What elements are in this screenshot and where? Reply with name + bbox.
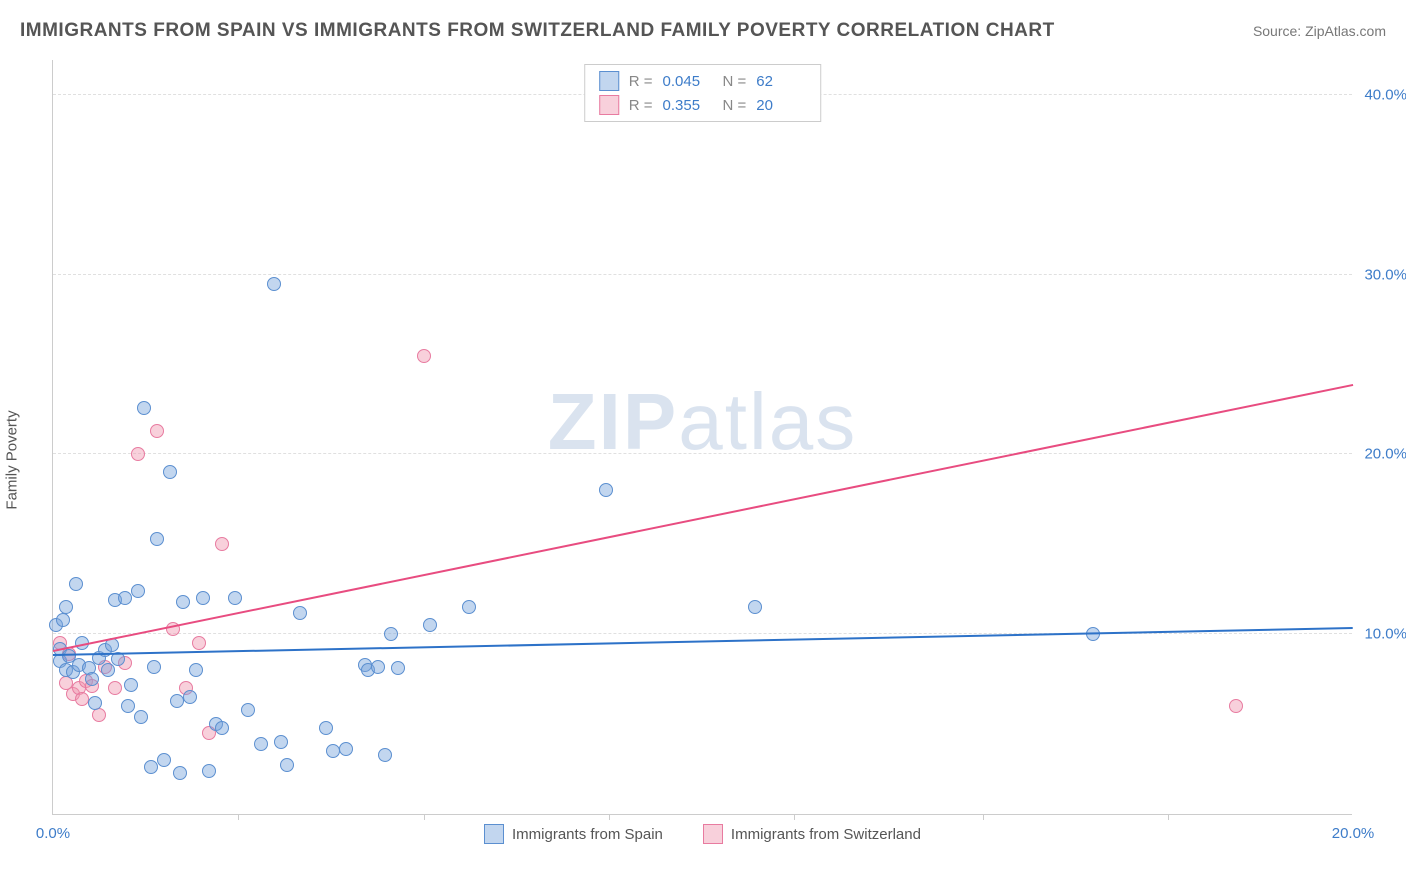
x-tick: [424, 814, 425, 820]
scatter-point-spain: [391, 661, 405, 675]
x-tick: [983, 814, 984, 820]
trend-line-spain: [53, 627, 1353, 656]
scatter-point-spain: [241, 703, 255, 717]
scatter-point-spain: [157, 753, 171, 767]
scatter-point-spain: [293, 606, 307, 620]
scatter-point-spain: [183, 690, 197, 704]
scatter-point-spain: [748, 600, 762, 614]
swatch-spain: [599, 71, 619, 91]
scatter-point-spain: [326, 744, 340, 758]
scatter-point-switz: [75, 692, 89, 706]
scatter-point-spain: [121, 699, 135, 713]
n-value-spain: 62: [756, 73, 806, 90]
r-value-spain: 0.045: [663, 73, 713, 90]
y-tick-label: 10.0%: [1364, 626, 1406, 643]
series-label-switz: Immigrants from Switzerland: [731, 826, 921, 843]
scatter-point-spain: [88, 696, 102, 710]
x-tick-label: 0.0%: [36, 825, 70, 842]
x-tick: [609, 814, 610, 820]
scatter-point-spain: [147, 660, 161, 674]
scatter-point-spain: [319, 721, 333, 735]
scatter-point-spain: [56, 613, 70, 627]
y-tick-label: 30.0%: [1364, 266, 1406, 283]
scatter-point-spain: [215, 721, 229, 735]
scatter-point-spain: [599, 483, 613, 497]
scatter-point-switz: [1229, 699, 1243, 713]
scatter-point-spain: [462, 600, 476, 614]
scatter-point-spain: [228, 591, 242, 605]
x-tick: [794, 814, 795, 820]
scatter-point-spain: [339, 742, 353, 756]
chart-title: IMMIGRANTS FROM SPAIN VS IMMIGRANTS FROM…: [20, 20, 1055, 42]
scatter-point-spain: [384, 627, 398, 641]
n-value-switz: 20: [756, 97, 806, 114]
scatter-point-spain: [274, 735, 288, 749]
scatter-point-spain: [423, 618, 437, 632]
scatter-point-spain: [170, 694, 184, 708]
scatter-point-switz: [215, 537, 229, 551]
swatch-spain-bottom: [484, 824, 504, 844]
scatter-point-spain: [378, 748, 392, 762]
source-label: Source: ZipAtlas.com: [1253, 23, 1386, 39]
gridline: [53, 453, 1352, 454]
scatter-point-spain: [134, 710, 148, 724]
x-tick: [1168, 814, 1169, 820]
scatter-point-spain: [189, 663, 203, 677]
scatter-point-switz: [417, 349, 431, 363]
y-tick-label: 40.0%: [1364, 86, 1406, 103]
scatter-point-spain: [69, 577, 83, 591]
scatter-point-switz: [131, 447, 145, 461]
y-tick-label: 20.0%: [1364, 446, 1406, 463]
scatter-point-spain: [371, 660, 385, 674]
scatter-point-spain: [131, 584, 145, 598]
plot-area: ZIPatlas R = 0.045 N = 62 R = 0.355 N = …: [52, 60, 1352, 815]
scatter-point-spain: [173, 766, 187, 780]
scatter-point-spain: [196, 591, 210, 605]
chart-container: Family Poverty ZIPatlas R = 0.045 N = 62…: [20, 60, 1386, 860]
scatter-point-spain: [202, 764, 216, 778]
y-axis-title: Family Poverty: [4, 410, 21, 509]
scatter-point-spain: [280, 758, 294, 772]
scatter-point-spain: [150, 532, 164, 546]
scatter-point-spain: [85, 672, 99, 686]
x-tick: [238, 814, 239, 820]
legend-series: Immigrants from Spain Immigrants from Sw…: [53, 824, 1352, 844]
scatter-point-switz: [108, 681, 122, 695]
scatter-point-spain: [163, 465, 177, 479]
gridline: [53, 633, 1352, 634]
scatter-point-spain: [101, 663, 115, 677]
x-tick-label: 20.0%: [1332, 825, 1375, 842]
gridline: [53, 274, 1352, 275]
series-label-spain: Immigrants from Spain: [512, 826, 663, 843]
scatter-point-switz: [92, 708, 106, 722]
scatter-point-spain: [118, 591, 132, 605]
scatter-point-spain: [124, 678, 138, 692]
scatter-point-spain: [59, 600, 73, 614]
scatter-point-spain: [254, 737, 268, 751]
trend-line-switz: [53, 384, 1353, 652]
scatter-point-switz: [150, 424, 164, 438]
legend-correlation: R = 0.045 N = 62 R = 0.355 N = 20: [584, 64, 822, 122]
r-value-switz: 0.355: [663, 97, 713, 114]
scatter-point-spain: [137, 401, 151, 415]
scatter-point-spain: [144, 760, 158, 774]
scatter-point-switz: [192, 636, 206, 650]
swatch-switz-bottom: [703, 824, 723, 844]
scatter-point-spain: [176, 595, 190, 609]
scatter-point-spain: [267, 277, 281, 291]
swatch-switz: [599, 95, 619, 115]
